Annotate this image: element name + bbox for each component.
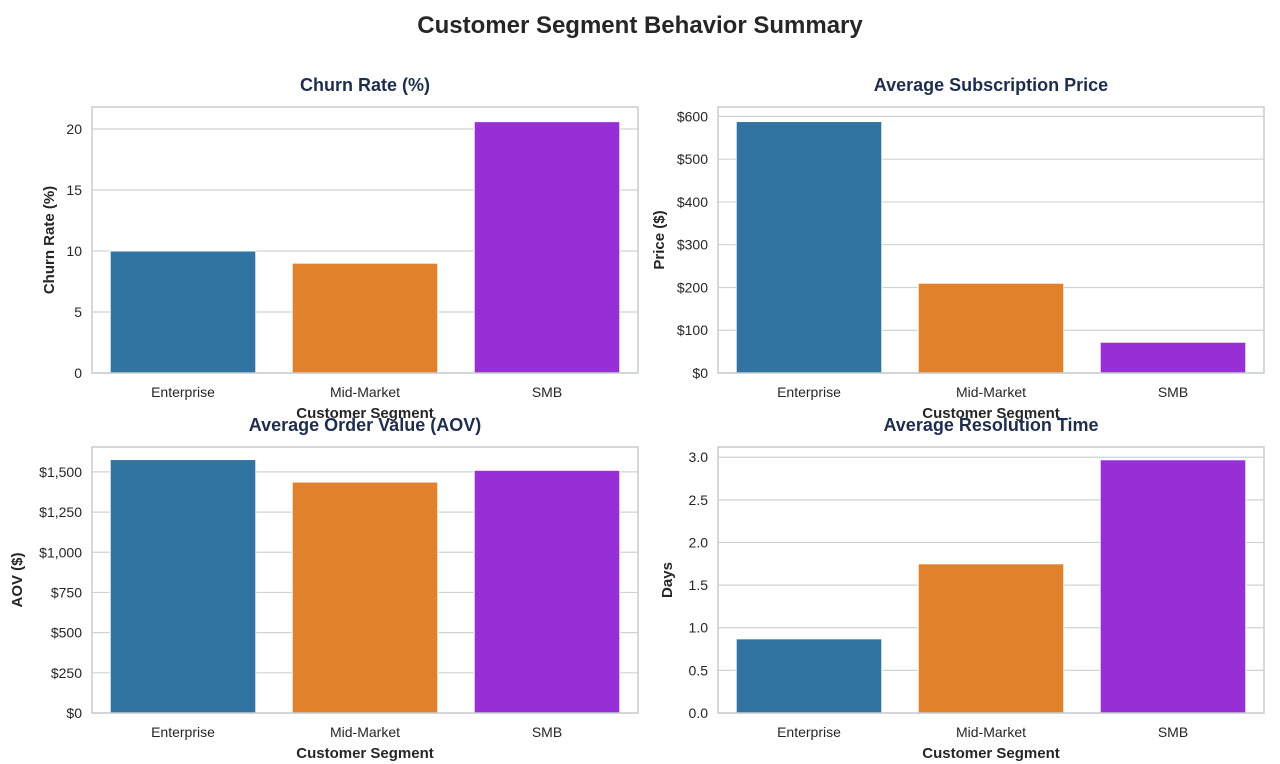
- x-tick-label: SMB: [1158, 724, 1188, 740]
- y-axis-label: AOV ($): [9, 552, 26, 607]
- x-tick-label: Mid-Market: [330, 724, 400, 740]
- panel-title: Average Resolution Time: [883, 415, 1098, 435]
- y-tick-label: $1,000: [39, 544, 82, 560]
- plot-frame: [717, 446, 1265, 714]
- plot-frame: [91, 446, 639, 714]
- plot-frame: [717, 106, 1265, 374]
- x-tick-label: Enterprise: [777, 724, 841, 740]
- y-tick-label: $1,500: [39, 464, 82, 480]
- bar: [473, 469, 621, 714]
- bar: [291, 481, 439, 714]
- y-tick-label: $600: [677, 108, 708, 124]
- x-axis-label: Customer Segment: [296, 405, 434, 422]
- bar: [1099, 459, 1247, 714]
- bar: [917, 563, 1065, 714]
- bar: [109, 459, 257, 714]
- y-tick-label: 2.0: [689, 534, 709, 550]
- panel-title: Average Subscription Price: [874, 75, 1108, 95]
- bar: [473, 121, 621, 374]
- bar: [735, 121, 883, 374]
- panel-title: Average Order Value (AOV): [249, 415, 481, 435]
- bar: [291, 262, 439, 374]
- x-tick-label: Mid-Market: [330, 384, 400, 400]
- y-tick-label: $500: [677, 151, 708, 167]
- y-tick-label: 3.0: [689, 449, 709, 465]
- y-tick-label: 1.0: [689, 620, 709, 636]
- x-axis-label: Customer Segment: [922, 405, 1060, 422]
- chart-panel-4: 0.0 0.5 1.0 1.5 2.0 2.5 3.0 Enterprise Mid-Marke…: [659, 415, 1265, 762]
- y-tick-label: 5: [74, 304, 82, 320]
- y-axis-label: Price ($): [651, 210, 668, 269]
- x-axis-label: Customer Segment: [296, 745, 434, 762]
- y-tick-label: 0.0: [689, 705, 709, 721]
- y-tick-label: 0: [74, 365, 82, 381]
- y-tick-label: $750: [51, 584, 82, 600]
- bar: [1099, 341, 1247, 374]
- y-tick-label: $300: [677, 237, 708, 253]
- y-tick-label: $500: [51, 625, 82, 641]
- chart-panels: 0 5 10 15 20 Enterprise Mid-Market SMB Customer …: [9, 75, 1265, 762]
- y-tick-label: 10: [66, 243, 82, 259]
- bar: [735, 638, 883, 714]
- figure-title: Customer Segment Behavior Summary: [417, 12, 863, 39]
- x-tick-label: SMB: [532, 724, 562, 740]
- y-axis-label: Churn Rate (%): [41, 186, 58, 294]
- y-tick-label: $250: [51, 665, 82, 681]
- y-axis-label: Days: [659, 562, 676, 598]
- bar: [109, 250, 257, 374]
- y-tick-label: 1.5: [689, 577, 709, 593]
- x-tick-label: Enterprise: [777, 384, 841, 400]
- x-tick-label: Mid-Market: [956, 724, 1026, 740]
- x-tick-label: Enterprise: [151, 384, 215, 400]
- y-tick-label: $1,250: [39, 504, 82, 520]
- y-tick-label: 20: [66, 121, 82, 137]
- plot-frame: [91, 106, 639, 374]
- panel-title: Churn Rate (%): [300, 75, 430, 95]
- y-tick-label: $100: [677, 322, 708, 338]
- x-tick-label: Enterprise: [151, 724, 215, 740]
- chart-panel-2: $0 $100 $200 $300 $400 $500 $600 Enterprise Mid-…: [651, 75, 1265, 422]
- x-tick-label: Mid-Market: [956, 384, 1026, 400]
- x-tick-label: SMB: [1158, 384, 1188, 400]
- y-tick-label: 15: [66, 182, 82, 198]
- y-tick-label: 2.5: [689, 492, 709, 508]
- chart-panel-3: $0 $250 $500 $750 $1,000 $1,250 $1,500 Enterpri…: [9, 415, 639, 762]
- y-tick-label: $400: [677, 194, 708, 210]
- y-tick-label: $200: [677, 279, 708, 295]
- y-tick-label: $0: [66, 705, 82, 721]
- x-axis-label: Customer Segment: [922, 745, 1060, 762]
- y-tick-label: 0.5: [689, 662, 709, 678]
- bar: [917, 282, 1065, 374]
- chart-panel-1: 0 5 10 15 20 Enterprise Mid-Market SMB Customer …: [41, 75, 639, 422]
- x-tick-label: SMB: [532, 384, 562, 400]
- y-tick-label: $0: [692, 365, 708, 381]
